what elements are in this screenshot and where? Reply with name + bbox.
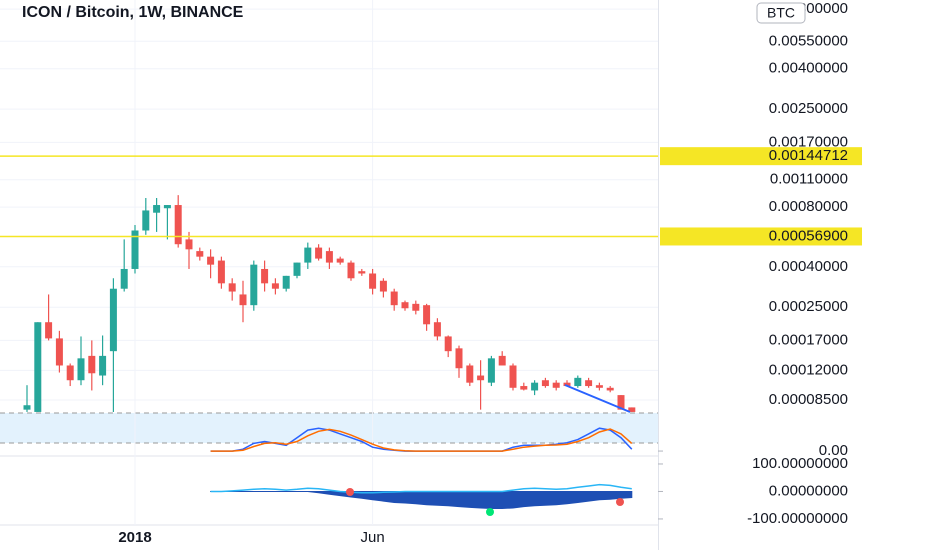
candle-body bbox=[477, 375, 485, 381]
candle-body bbox=[228, 283, 236, 292]
candle-body bbox=[606, 387, 614, 391]
candle-body bbox=[617, 395, 625, 410]
candle-body bbox=[595, 385, 603, 388]
candle-body bbox=[163, 205, 171, 209]
candle-body bbox=[563, 382, 571, 387]
candle-body bbox=[109, 288, 117, 352]
y-tick-label: 0.00080000 bbox=[769, 198, 848, 215]
y-tick-label: 100.00000000 bbox=[752, 455, 848, 472]
candle-body bbox=[45, 322, 53, 339]
candle-body bbox=[293, 262, 301, 276]
candle-body bbox=[433, 322, 441, 337]
y-tick-label: 0.00400000 bbox=[769, 60, 848, 77]
currency-button[interactable] bbox=[756, 2, 806, 24]
candle-body bbox=[574, 377, 582, 387]
y-tick-label: 0.00040000 bbox=[769, 258, 848, 275]
price-label-bg bbox=[660, 227, 862, 246]
candle-body bbox=[239, 294, 247, 306]
y-tick-label: 0.00170000 bbox=[769, 133, 848, 150]
candle-body bbox=[271, 283, 279, 289]
y-tick-label: 0.00110000 bbox=[770, 171, 848, 188]
candle-body bbox=[34, 322, 42, 412]
candle-body bbox=[412, 303, 420, 311]
candle-body bbox=[174, 205, 182, 245]
line bbox=[210, 428, 633, 452]
candle-body bbox=[185, 239, 193, 250]
candle-body bbox=[282, 275, 290, 289]
candle-body bbox=[358, 271, 366, 274]
candle-body bbox=[315, 247, 323, 259]
candle-body bbox=[455, 348, 463, 369]
candle-body bbox=[487, 358, 495, 383]
candle-body bbox=[88, 355, 96, 374]
chart-title: ICON / Bitcoin, 1W, BINANCE bbox=[22, 4, 244, 21]
candle-body bbox=[347, 262, 355, 279]
candle-body bbox=[369, 273, 377, 289]
y-tick-label: 0.00012000 bbox=[769, 361, 848, 378]
currency-button-label[interactable]: BTC bbox=[767, 5, 795, 21]
candle-body bbox=[217, 260, 225, 284]
candle-body bbox=[142, 210, 150, 231]
candle-body bbox=[55, 338, 63, 366]
candle-body bbox=[196, 251, 204, 257]
candle-body bbox=[552, 382, 560, 388]
band bbox=[0, 413, 658, 443]
candle-body bbox=[444, 336, 452, 352]
candle-body bbox=[531, 382, 539, 391]
y-tick-label: 0.00 bbox=[819, 442, 848, 459]
candle-body bbox=[261, 268, 269, 284]
trend-line bbox=[564, 384, 631, 413]
candle-body bbox=[23, 405, 31, 410]
y-tick-label: 0.00025000 bbox=[769, 298, 848, 315]
candle-body bbox=[541, 380, 549, 387]
price-label-bg bbox=[660, 147, 862, 166]
y-tick-label: 0.00550000 bbox=[769, 32, 848, 49]
candle-body bbox=[585, 380, 593, 387]
x-tick-label: Jun bbox=[361, 529, 385, 546]
candle-body bbox=[509, 365, 517, 388]
x-tick-label: 2018 bbox=[118, 529, 151, 546]
candle-body bbox=[466, 365, 474, 383]
signal-dot bbox=[346, 488, 354, 496]
candle-body bbox=[153, 205, 161, 213]
candle-body bbox=[401, 302, 409, 309]
candle-body bbox=[325, 251, 333, 263]
price-label: 0.00144712 bbox=[769, 147, 848, 164]
candle-body bbox=[250, 264, 258, 306]
candle-body bbox=[628, 407, 636, 412]
signal-dot bbox=[486, 508, 494, 516]
candle-body bbox=[131, 230, 139, 269]
candle-body bbox=[379, 280, 387, 292]
candle-body bbox=[336, 258, 344, 263]
candle-body bbox=[520, 386, 528, 390]
candle-body bbox=[423, 305, 431, 325]
candle-body bbox=[390, 291, 398, 306]
y-tick-label: -100.00000000 bbox=[747, 510, 848, 527]
y-tick-label: 0.00017000 bbox=[769, 331, 848, 348]
y-tick-label: 0.00008500 bbox=[769, 391, 848, 408]
candle-body bbox=[77, 358, 85, 381]
signal-dot bbox=[616, 498, 624, 506]
y-tick-label: 0.00250000 bbox=[769, 100, 848, 117]
candle-body bbox=[498, 355, 506, 366]
candle-body bbox=[99, 355, 107, 376]
candle-body bbox=[304, 247, 312, 263]
area bbox=[210, 490, 633, 509]
candle-body bbox=[66, 365, 74, 381]
line bbox=[210, 483, 632, 494]
price-label: 0.00056900 bbox=[769, 227, 848, 244]
y-tick-label: 0.00000000 bbox=[769, 482, 848, 499]
candle-body bbox=[120, 268, 128, 289]
candle-body bbox=[207, 256, 215, 265]
